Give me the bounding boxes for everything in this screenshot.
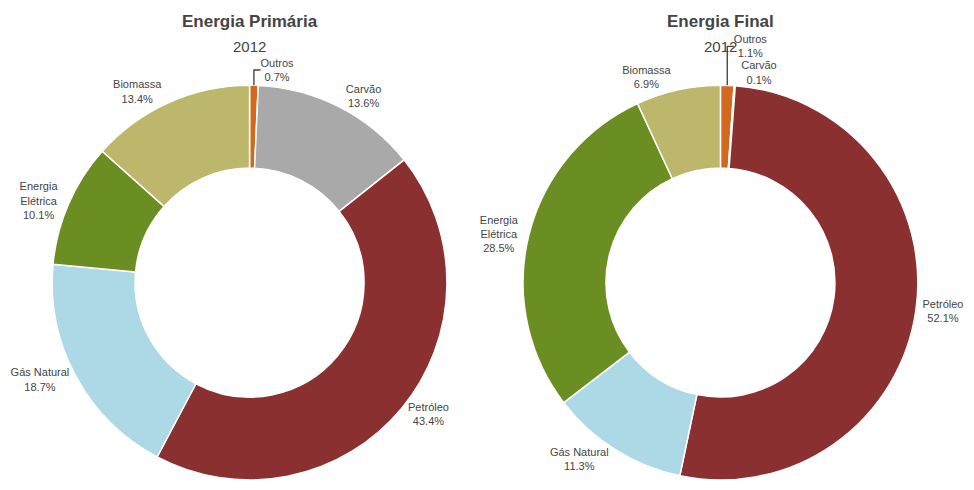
svg-text:2012: 2012	[233, 38, 266, 55]
svg-text:Petróleo43.4%: Petróleo43.4%	[408, 401, 449, 427]
svg-text:Gás Natural11.3%: Gás Natural11.3%	[550, 446, 609, 472]
svg-text:Gás Natural18.7%: Gás Natural18.7%	[11, 366, 70, 392]
svg-text:EnergiaElétrica28.5%: EnergiaElétrica28.5%	[480, 214, 519, 255]
svg-text:Carvão13.6%: Carvão13.6%	[346, 83, 381, 109]
svg-text:EnergiaElétrica10.1%: EnergiaElétrica10.1%	[20, 180, 59, 221]
svg-text:Outros0.7%: Outros0.7%	[260, 57, 294, 83]
svg-text:Outros1.1%: Outros1.1%	[734, 33, 768, 59]
svg-text:Biomassa6.9%: Biomassa6.9%	[622, 64, 671, 90]
svg-text:2012: 2012	[704, 38, 737, 55]
svg-text:Energia Primária: Energia Primária	[182, 12, 318, 31]
svg-text:Biomassa13.4%: Biomassa13.4%	[113, 78, 162, 104]
svg-text:Petróleo52.1%: Petróleo52.1%	[922, 298, 963, 324]
svg-text:Carvão0.1%: Carvão0.1%	[741, 59, 776, 85]
svg-text:Energia Final: Energia Final	[667, 12, 774, 31]
